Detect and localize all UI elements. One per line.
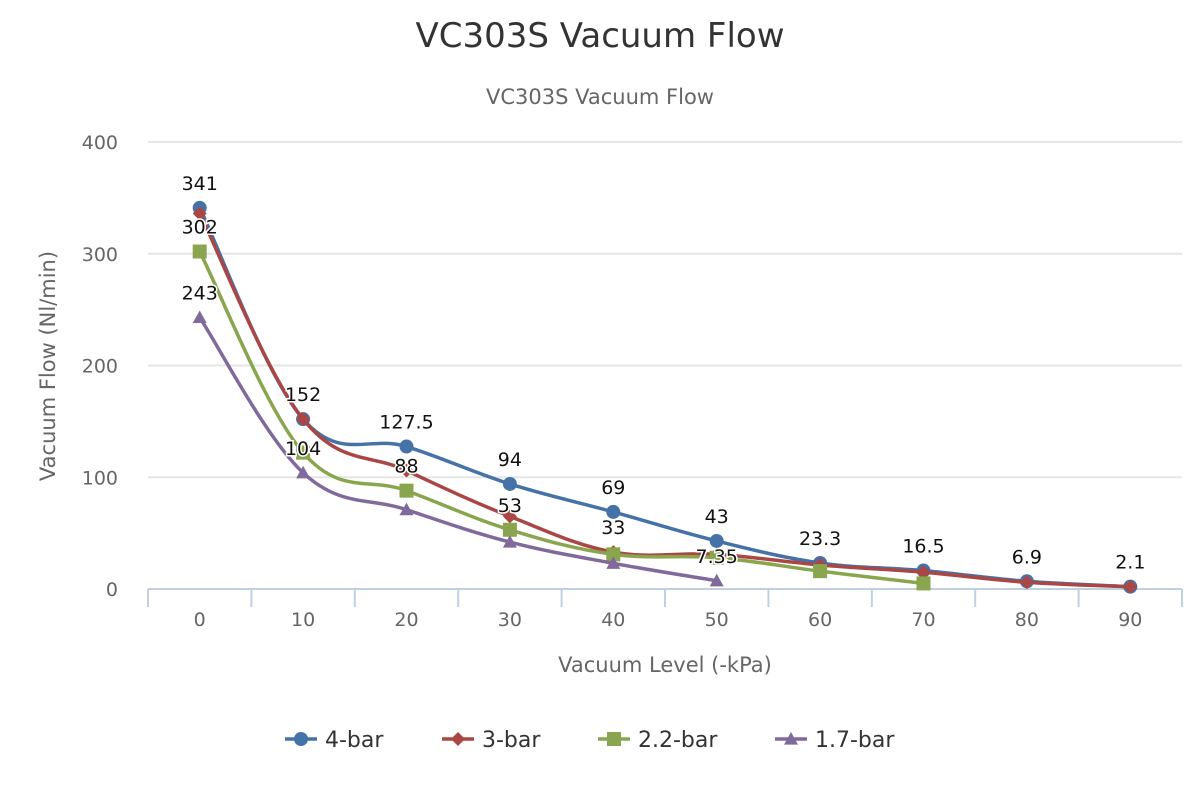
data-point-square [813, 564, 828, 579]
data-point-triangle [606, 556, 621, 569]
data-label: 302 [182, 217, 218, 239]
x-tick-label: 30 [498, 609, 522, 631]
legend-marker-circle-icon [294, 732, 308, 746]
data-label: 243 [182, 282, 218, 304]
series-4-bar [192, 200, 1138, 594]
legend-item-3-bar: 3-bar [442, 728, 541, 753]
chart-title: VC303S Vacuum Flow [415, 16, 784, 56]
legend-label: 3-bar [482, 728, 541, 753]
data-label: 94 [498, 449, 522, 471]
series-3-bar [192, 206, 1138, 594]
y-tick-label: 200 [82, 356, 118, 378]
legend-label: 4-bar [325, 728, 384, 753]
data-point-square [916, 576, 931, 591]
data-label: 33 [601, 517, 625, 539]
legend-item-1.7-bar: 1.7-bar [775, 728, 895, 753]
data-label: 69 [601, 477, 625, 499]
legend-marker-diamond-icon [451, 732, 465, 746]
chart-subtitle: VC303S Vacuum Flow [486, 85, 714, 109]
data-point-circle [502, 476, 517, 491]
legend-marker-triangle-icon [784, 732, 798, 745]
data-label: 16.5 [902, 536, 944, 558]
data-point-diamond [916, 565, 931, 580]
data-label: 341 [182, 173, 218, 195]
data-point-triangle [502, 535, 517, 548]
data-point-diamond [502, 509, 517, 524]
y-axis-label: Vacuum Flow (Nl/min) [36, 251, 60, 481]
data-point-circle [399, 439, 414, 454]
data-point-circle [709, 533, 724, 548]
legend-item-2.2-bar: 2.2-bar [598, 728, 718, 753]
series-2.2-bar [192, 244, 931, 591]
data-label: 88 [394, 456, 418, 478]
x-tick-label: 70 [911, 609, 935, 631]
data-point-diamond [192, 206, 207, 221]
data-point-square [502, 522, 517, 537]
x-tick-label: 60 [808, 609, 832, 631]
data-point-circle [606, 504, 621, 519]
data-point-square [296, 445, 311, 460]
series-line [198, 212, 1131, 589]
legend-label: 1.7-bar [815, 728, 895, 753]
x-tick-label: 90 [1118, 609, 1142, 631]
data-label: 6.9 [1012, 546, 1042, 568]
data-point-diamond [1019, 575, 1034, 590]
data-point-diamond [296, 412, 311, 427]
x-tick-label: 20 [394, 609, 418, 631]
x-axis-label: Vacuum Level (-kPa) [558, 653, 772, 677]
x-tick-label: 0 [194, 609, 206, 631]
series-line [198, 250, 924, 586]
data-label: 43 [705, 506, 729, 528]
legend-label: 2.2-bar [638, 728, 718, 753]
data-label: 152 [285, 384, 321, 406]
series-line [198, 207, 1131, 589]
data-point-triangle [192, 310, 207, 324]
data-label: 7.35 [696, 546, 738, 568]
series-1.7-bar [192, 310, 724, 587]
x-tick-label: 40 [601, 609, 625, 631]
x-tick-label: 50 [705, 609, 729, 631]
data-label: 104 [285, 438, 321, 460]
y-tick-label: 300 [82, 244, 118, 266]
y-tick-label: 0 [106, 579, 118, 601]
y-tick-label: 400 [82, 132, 118, 154]
data-label: 2.1 [1115, 552, 1145, 574]
data-point-square [192, 244, 207, 259]
data-point-diamond [399, 463, 414, 478]
data-label: 23.3 [799, 528, 841, 550]
series-line [198, 316, 717, 583]
legend-item-4-bar: 4-bar [285, 728, 384, 753]
data-point-triangle [399, 502, 414, 516]
data-point-square [399, 483, 414, 498]
x-tick-label: 80 [1015, 609, 1039, 631]
data-point-square [709, 550, 724, 565]
data-label: 127.5 [379, 412, 433, 434]
data-label: 53 [498, 495, 522, 517]
x-tick-label: 10 [291, 609, 315, 631]
data-point-triangle [296, 465, 311, 479]
legend-marker-square-icon [607, 732, 621, 746]
data-point-triangle [709, 573, 724, 587]
data-point-diamond [1123, 579, 1138, 594]
y-tick-label: 100 [82, 467, 118, 489]
data-point-square [606, 547, 621, 562]
